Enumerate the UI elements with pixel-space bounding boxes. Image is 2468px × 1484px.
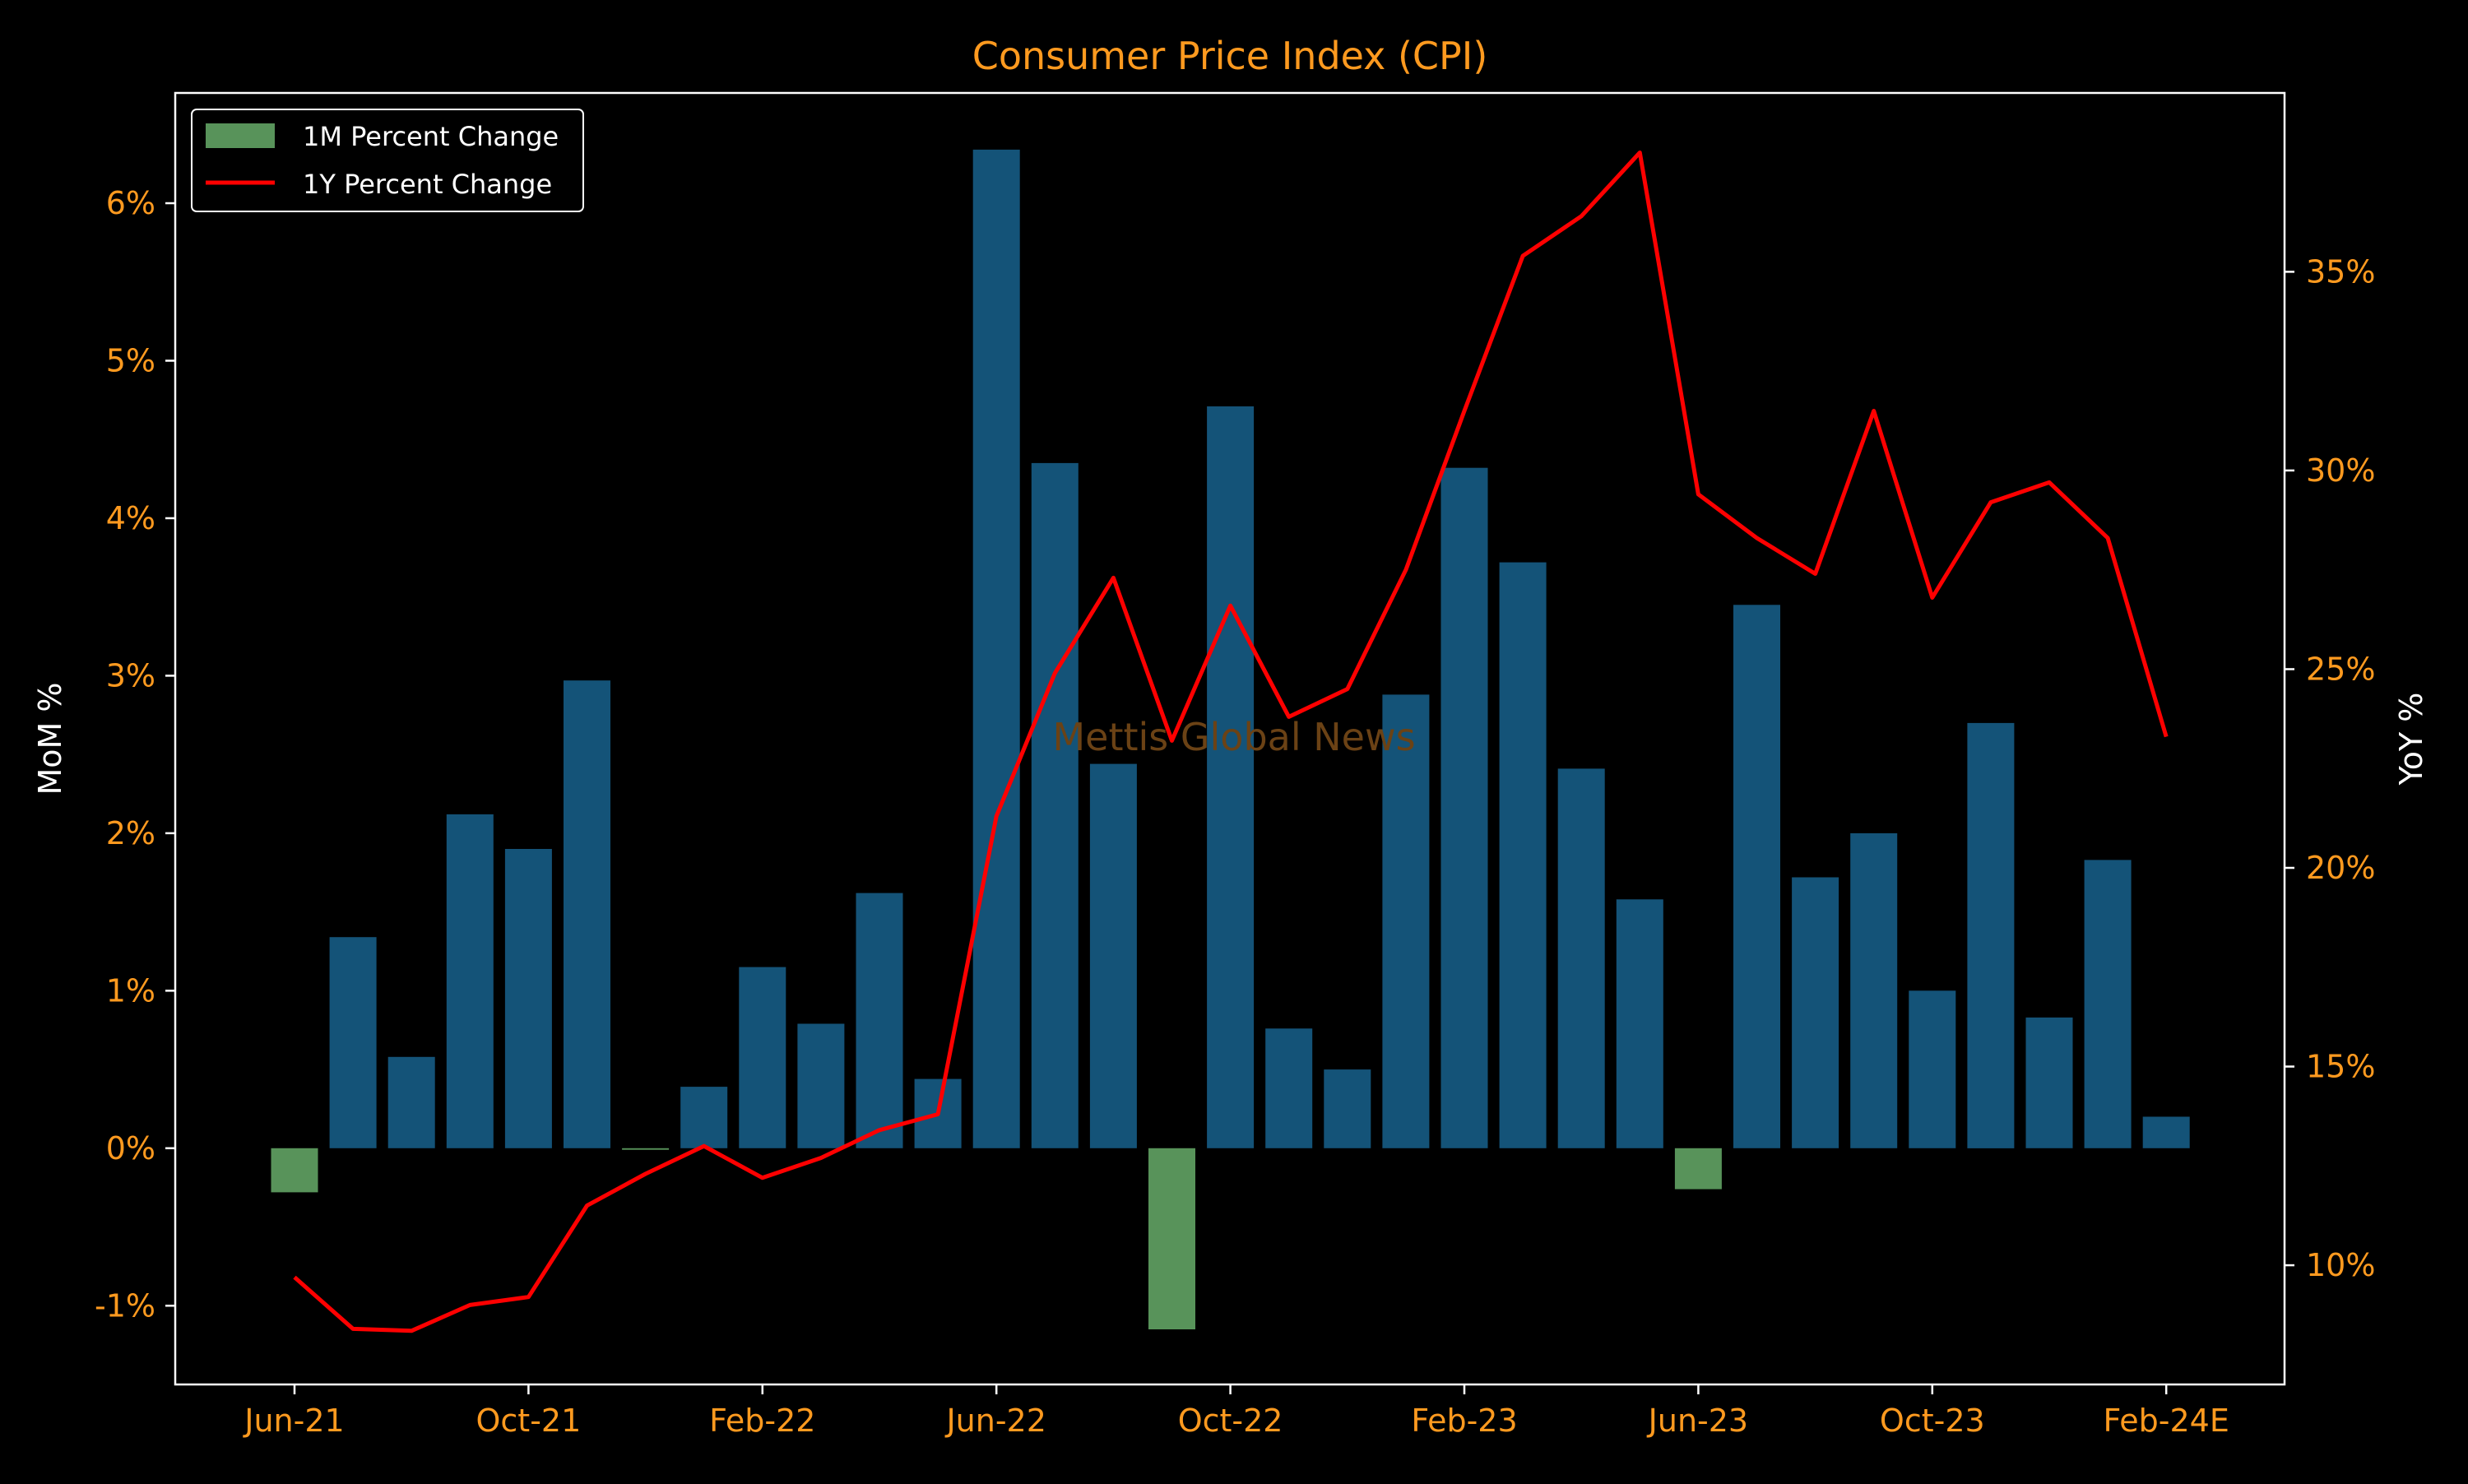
bar-mom-Jul-21 xyxy=(329,937,377,1148)
x-tick-label: Jun-21 xyxy=(243,1403,344,1439)
right-tick-label: 25% xyxy=(2306,651,2375,687)
bar-mom-Apr-23 xyxy=(1557,768,1605,1148)
bar-mom-Nov-23 xyxy=(1967,722,2015,1148)
bar-mom-Oct-22 xyxy=(1207,406,1255,1148)
bar-mom-Oct-21 xyxy=(504,849,552,1148)
legend-label-1y: 1Y Percent Change xyxy=(303,169,552,200)
bar-mom-Mar-23 xyxy=(1499,562,1547,1148)
bar-mom-Dec-21 xyxy=(622,1148,670,1150)
bar-mom-Sep-23 xyxy=(1850,832,1898,1148)
left-tick-label: 6% xyxy=(106,185,155,221)
bar-mom-Jun-22 xyxy=(972,149,1020,1148)
line-yoy xyxy=(293,151,2169,1333)
x-tick-label: Oct-23 xyxy=(1880,1403,1985,1439)
bar-mom-Aug-22 xyxy=(1089,763,1137,1148)
bar-mom-Oct-23 xyxy=(1909,990,1956,1148)
bar-mom-Aug-21 xyxy=(387,1056,435,1148)
y-axis-label-right: YoY % xyxy=(2393,693,2429,786)
chart-legend: 1M Percent Change 1Y Percent Change xyxy=(191,109,584,212)
legend-box xyxy=(191,109,584,212)
bar-mom-Dec-23 xyxy=(2025,1017,2073,1148)
watermark-text: Mettis Global News xyxy=(1052,715,1415,759)
right-tick-label: 20% xyxy=(2306,850,2375,886)
left-tick-label: 4% xyxy=(106,500,155,536)
left-tick-label: 1% xyxy=(106,972,155,1009)
bar-mom-May-23 xyxy=(1616,899,1663,1148)
bar-mom-Jan-24 xyxy=(2084,860,2132,1148)
y-axis-label-left: MoM % xyxy=(32,682,68,795)
left-tick-label: 5% xyxy=(106,342,155,378)
bar-mom-Apr-22 xyxy=(856,893,903,1148)
x-tick-label: Oct-21 xyxy=(476,1403,582,1439)
left-tick-label: 2% xyxy=(106,815,155,851)
bar-mom-Aug-23 xyxy=(1792,877,1839,1148)
bar-mom-Jan-22 xyxy=(680,1087,728,1148)
x-tick-label: Jun-22 xyxy=(944,1403,1046,1439)
bar-mom-Jul-23 xyxy=(1733,605,1780,1148)
bar-mom-Nov-21 xyxy=(564,680,610,1148)
right-tick-label: 15% xyxy=(2306,1049,2375,1085)
bar-mom-Jun-21 xyxy=(271,1148,318,1193)
bar-mom-Nov-22 xyxy=(1265,1028,1313,1148)
bar-mom-Feb-22 xyxy=(739,967,786,1148)
right-tick-label: 35% xyxy=(2306,253,2375,290)
left-tick-label: 3% xyxy=(106,657,155,693)
bar-mom-Mar-22 xyxy=(797,1023,845,1148)
x-tick-label: Feb-24E xyxy=(2104,1403,2229,1439)
bar-mom-Jun-23 xyxy=(1674,1148,1722,1190)
right-tick-label: 30% xyxy=(2306,452,2375,489)
bar-mom-Jan-23 xyxy=(1382,694,1430,1148)
x-tick-label: Jun-23 xyxy=(1647,1403,1748,1439)
x-tick-label: Feb-22 xyxy=(709,1403,815,1439)
bar-mom-Sep-21 xyxy=(446,814,494,1148)
left-tick-label: -1% xyxy=(95,1287,155,1324)
bar-mom-Dec-22 xyxy=(1324,1069,1371,1148)
x-tick-label: Feb-23 xyxy=(1411,1403,1517,1439)
bar-mom-Feb-24E xyxy=(2142,1116,2190,1148)
bar-mom-Feb-23 xyxy=(1440,467,1488,1148)
plot-layer xyxy=(271,149,2190,1333)
legend-label-1m: 1M Percent Change xyxy=(303,121,559,152)
x-tick-label: Oct-22 xyxy=(1178,1403,1283,1439)
chart-title: Consumer Price Index (CPI) xyxy=(972,34,1488,78)
right-tick-label: 10% xyxy=(2306,1247,2375,1283)
axis-layer: -1% 0% 1% 2% 3% 4% 5% 6% 10% 15% 20% 25% 30% 35% Jun-2… xyxy=(95,185,2375,1439)
left-tick-label: 0% xyxy=(106,1130,155,1166)
legend-bar-swatch xyxy=(206,123,275,148)
bar-mom-Jul-22 xyxy=(1031,462,1079,1148)
bar-mom-Sep-22 xyxy=(1148,1148,1195,1329)
